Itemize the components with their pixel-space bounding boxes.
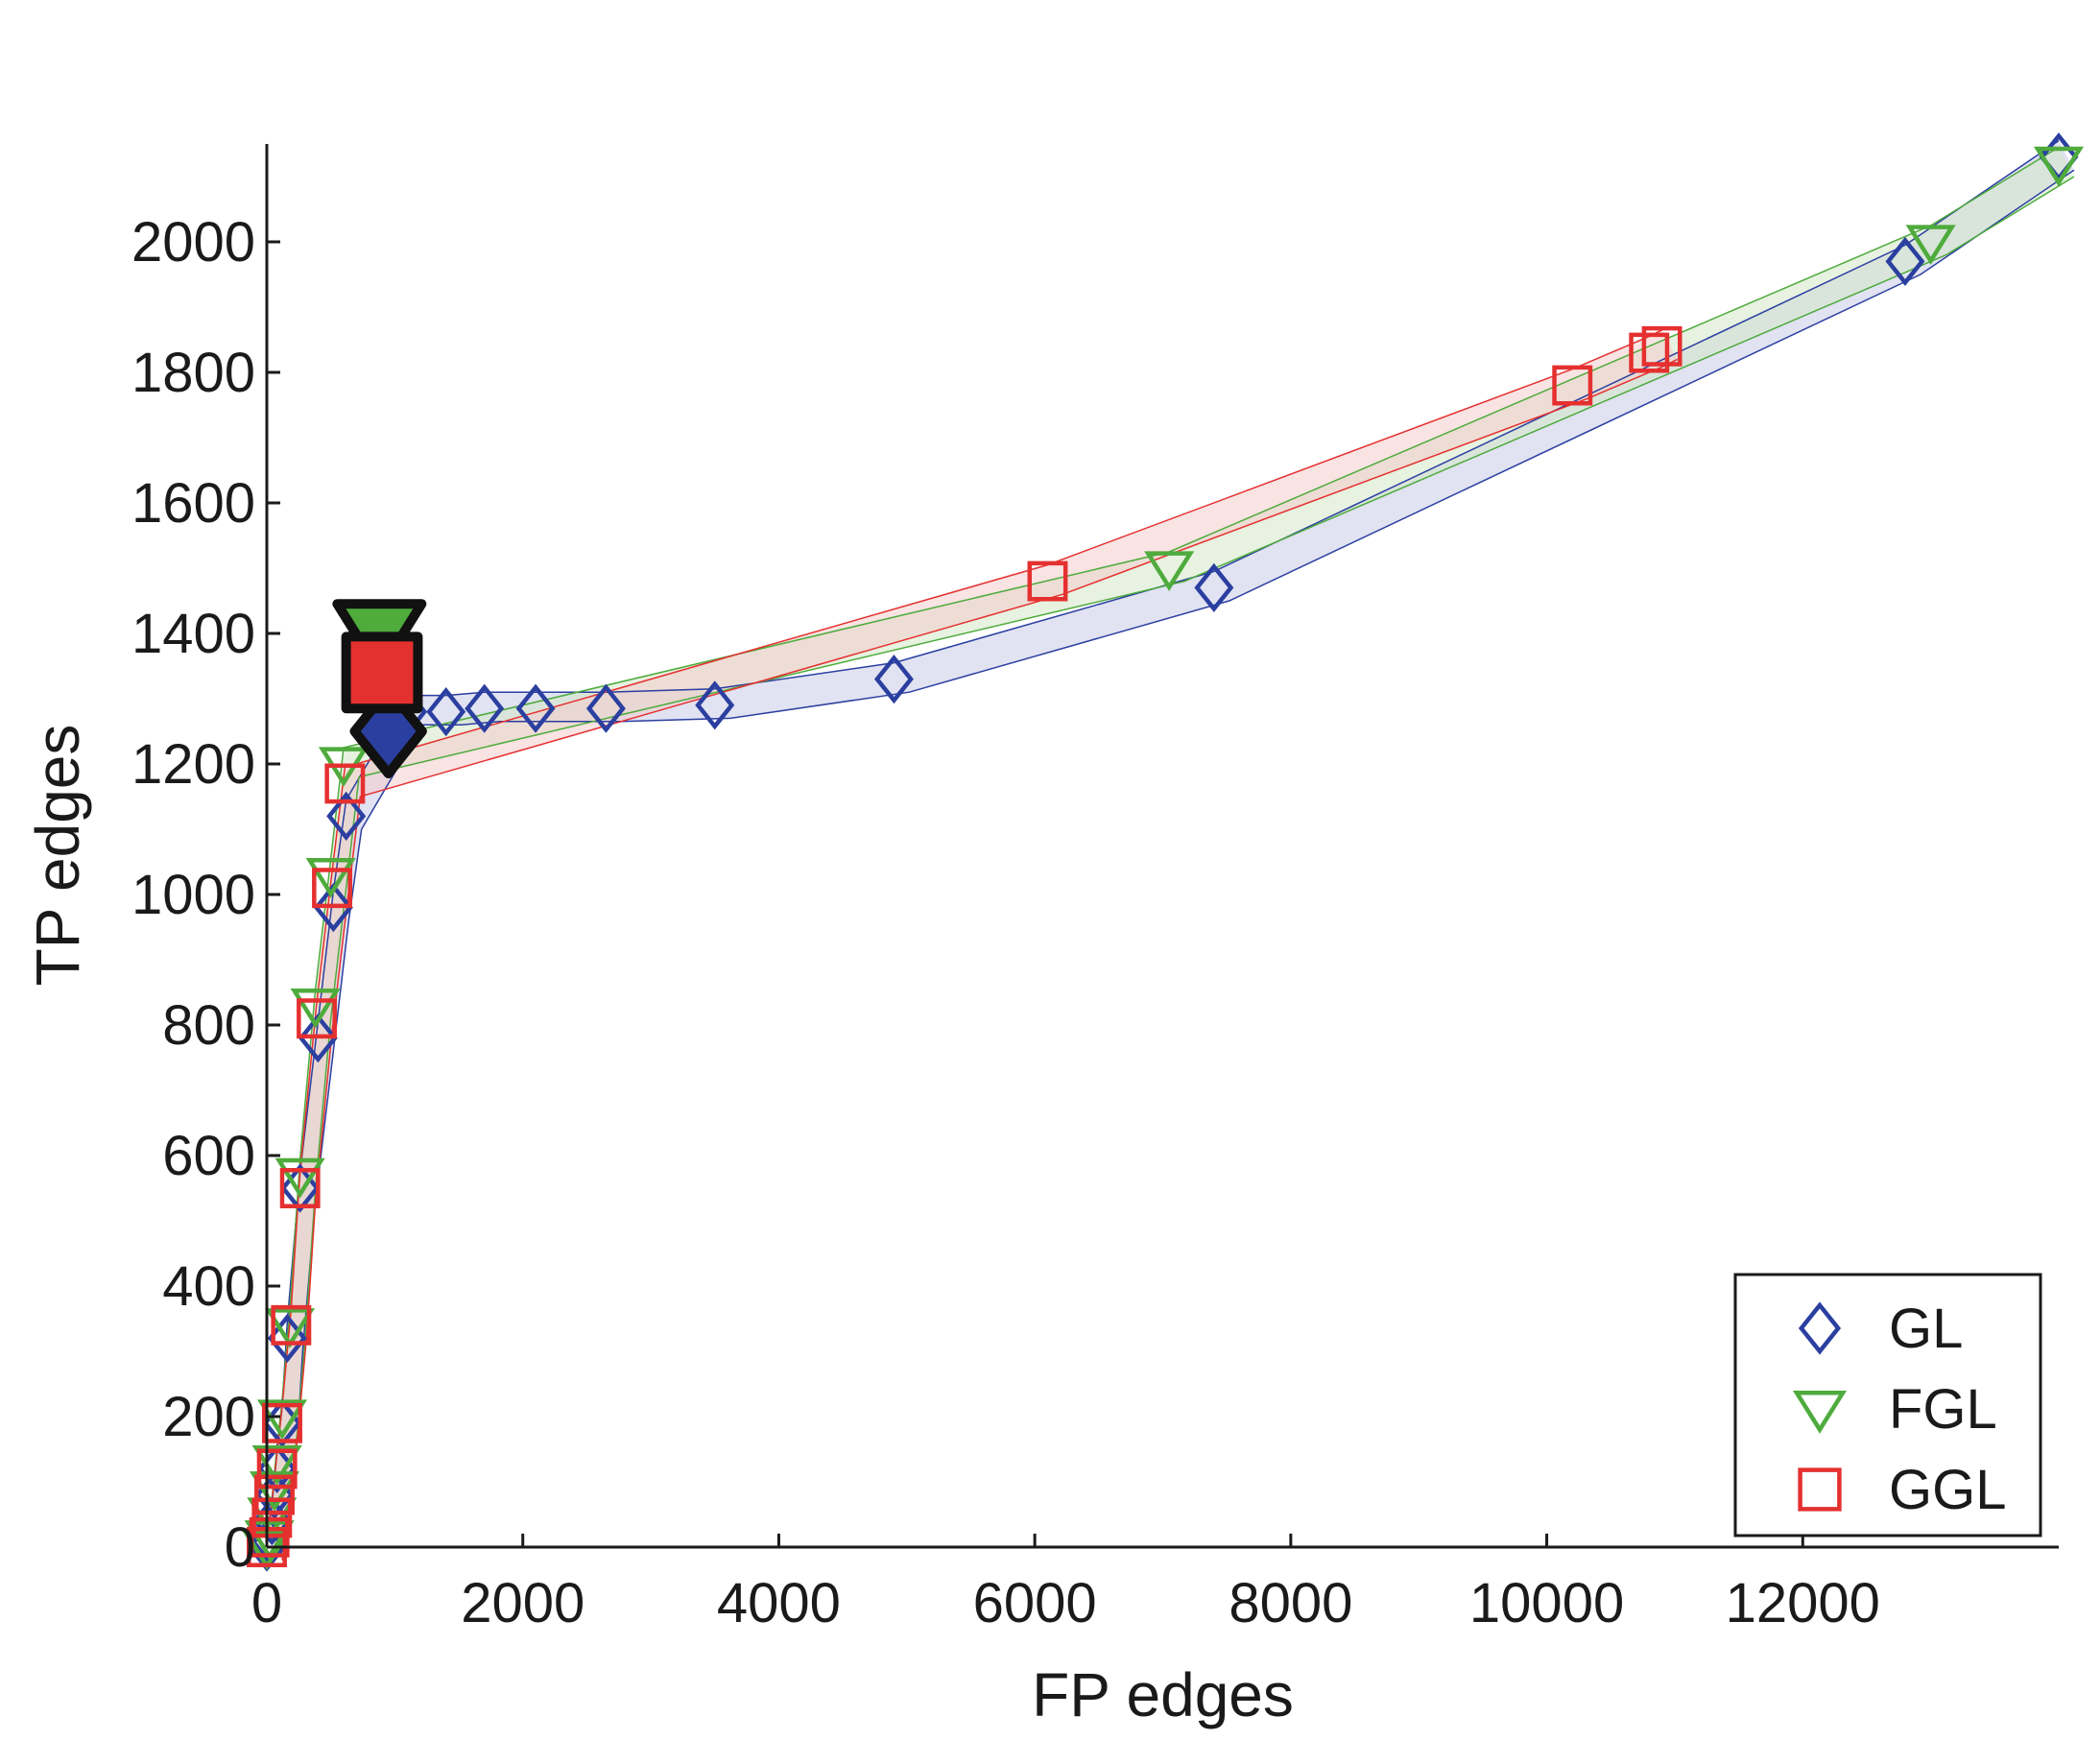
ggl-legend-marker bbox=[1798, 1467, 1842, 1512]
gl-point bbox=[695, 680, 735, 730]
gl-legend-marker bbox=[1798, 1301, 1842, 1355]
gl-point bbox=[1885, 236, 1925, 287]
gl-point bbox=[1194, 562, 1234, 613]
ggl-point bbox=[254, 1474, 295, 1515]
ggl-point bbox=[247, 1527, 287, 1567]
y-tick-label: 600 bbox=[162, 1125, 255, 1187]
ggl-lower-line bbox=[281, 358, 1678, 1561]
ggl-point bbox=[1641, 325, 1682, 367]
ggl-point bbox=[297, 998, 337, 1039]
gl-point bbox=[873, 654, 914, 704]
y-tick-label: 1800 bbox=[131, 342, 255, 404]
ggl-highlight-point bbox=[341, 632, 423, 714]
ggl-point bbox=[1552, 365, 1593, 406]
y-tick-label: 800 bbox=[162, 994, 255, 1057]
confidence-bands bbox=[267, 140, 2075, 1561]
legend-box bbox=[1733, 1273, 2042, 1537]
gl-point bbox=[313, 882, 353, 933]
fgl-point bbox=[290, 988, 341, 1029]
y-tick-label: 400 bbox=[162, 1255, 255, 1318]
x-axis-label: FP edges bbox=[1032, 1660, 1294, 1729]
ggl-point bbox=[1629, 332, 1670, 373]
fgl-point bbox=[264, 1308, 316, 1348]
x-tick-label: 8000 bbox=[1229, 1572, 1352, 1634]
y-tick-label: 1400 bbox=[131, 603, 255, 665]
y-tick-label: 2000 bbox=[131, 211, 255, 274]
x-tick-label: 10000 bbox=[1469, 1572, 1624, 1634]
axes bbox=[265, 144, 2059, 1549]
ggl-point bbox=[312, 868, 352, 909]
ggl-upper-line bbox=[266, 329, 1662, 1532]
fgl-point bbox=[305, 857, 356, 898]
fgl-point bbox=[274, 1157, 325, 1199]
gl-point bbox=[585, 683, 626, 733]
fgl-point bbox=[2033, 146, 2085, 187]
x-tick-label: 6000 bbox=[973, 1572, 1097, 1634]
ggl-point bbox=[249, 1516, 290, 1558]
ggl-point bbox=[256, 1448, 298, 1490]
fgl-legend-label: FGL bbox=[1889, 1378, 1997, 1441]
x-tick-label: 2000 bbox=[461, 1572, 585, 1634]
ggl-band bbox=[267, 329, 1678, 1561]
x-tick-label: 0 bbox=[251, 1572, 282, 1634]
tick-labels: 0 2000 4000 6000 8000 10000 12000 0 200 400 600 800… bbox=[131, 211, 1880, 1634]
gl-point bbox=[515, 683, 556, 733]
ggl-legend-label: GGL bbox=[1889, 1459, 2007, 1521]
ggl-point bbox=[1027, 560, 1068, 602]
ggl-point bbox=[324, 763, 366, 804]
y-tick-label: 0 bbox=[225, 1516, 255, 1579]
x-tick-label: 12000 bbox=[1726, 1572, 1880, 1634]
gl-point bbox=[326, 791, 367, 842]
gl-point bbox=[298, 1013, 338, 1063]
fgl-point bbox=[1905, 225, 1956, 266]
y-tick-label: 200 bbox=[162, 1386, 255, 1448]
y-tick-label: 1200 bbox=[131, 733, 255, 796]
ggl-point bbox=[271, 1304, 312, 1346]
ggl-point bbox=[279, 1168, 321, 1208]
y-axis-label: TP edges bbox=[23, 725, 92, 987]
fgl-legend-marker bbox=[1792, 1390, 1848, 1434]
legend: GL FGL GGL bbox=[1733, 1273, 2042, 1537]
gl-point bbox=[280, 1163, 321, 1213]
y-tick-label: 1600 bbox=[131, 472, 255, 535]
y-tick-label: 1000 bbox=[131, 864, 255, 926]
gl-point bbox=[426, 686, 466, 737]
gl-legend-label: GL bbox=[1889, 1298, 1963, 1360]
fgl-point bbox=[1144, 551, 1195, 592]
gl-point bbox=[465, 683, 505, 733]
gl-band bbox=[267, 140, 2075, 1561]
fgl-point bbox=[244, 1520, 295, 1561]
ggl-point bbox=[251, 1497, 293, 1538]
x-tick-label: 4000 bbox=[717, 1572, 841, 1634]
fgl-point bbox=[256, 1399, 308, 1441]
ggl-point bbox=[262, 1402, 302, 1443]
